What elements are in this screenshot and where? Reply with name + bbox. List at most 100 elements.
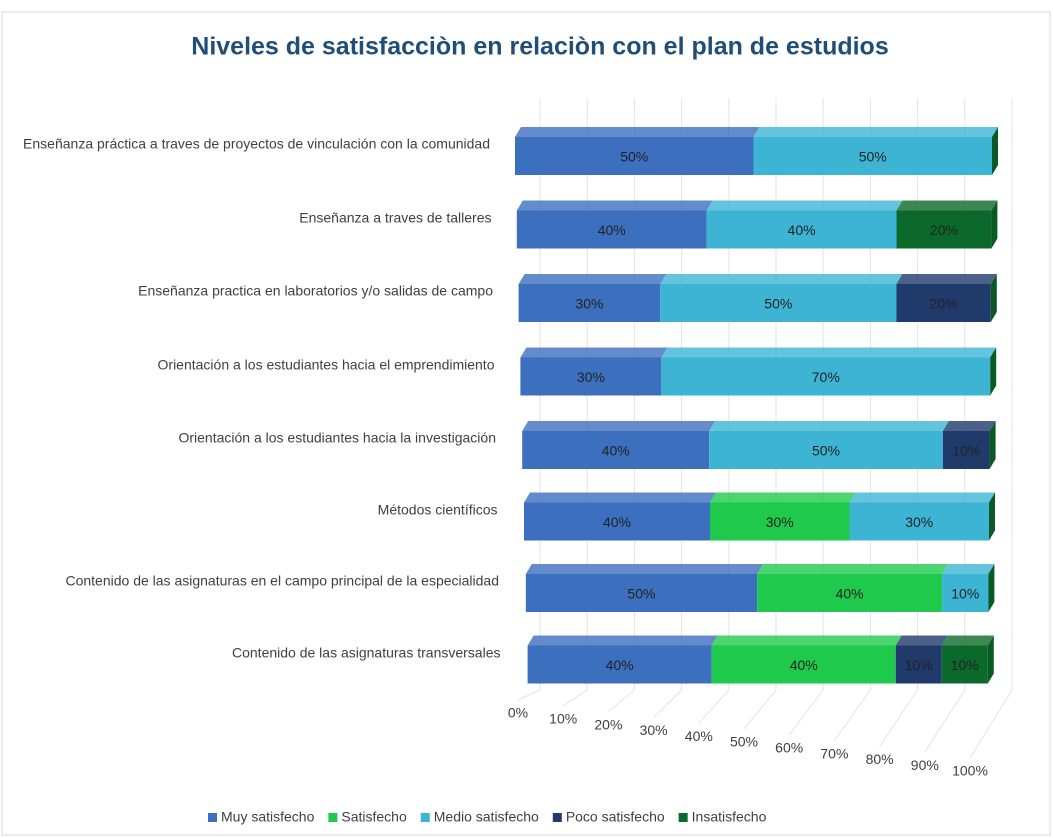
y-tick-label: Contenido de las asignaturas transversal… <box>232 644 501 660</box>
value-label: 40% <box>606 657 634 673</box>
grid-line <box>969 689 1013 759</box>
value-label: 30% <box>577 369 605 385</box>
legend-swatch <box>678 813 688 822</box>
bar <box>518 284 661 322</box>
bar-top <box>710 492 856 503</box>
bar <box>709 431 943 469</box>
bar <box>896 210 992 249</box>
legend-label: Poco satisfecho <box>566 809 665 825</box>
grid-line <box>788 689 824 736</box>
bar <box>661 357 991 396</box>
chart-title: Niveles de satisfacciòn en relaciòn con … <box>191 33 888 61</box>
bar-top <box>896 200 998 211</box>
bar-top <box>711 635 902 646</box>
bar-top <box>757 564 949 574</box>
bar-side <box>989 421 996 469</box>
bar <box>525 574 758 612</box>
bar-side <box>988 564 995 612</box>
bar-top <box>516 200 713 211</box>
value-label: 40% <box>598 222 626 238</box>
y-tick-label: Métodos científicos <box>377 501 498 517</box>
grid-line <box>562 689 588 707</box>
bar-top <box>518 274 667 284</box>
value-label: 10% <box>951 657 979 673</box>
value-label: 50% <box>620 149 648 165</box>
bar-side <box>989 492 995 541</box>
bar <box>753 137 992 175</box>
y-tick-label: Enseñanza práctica a traves de proyectos… <box>23 135 490 152</box>
bar-top <box>527 635 718 646</box>
value-label: 40% <box>603 514 631 530</box>
value-label: 40% <box>836 586 864 602</box>
x-tick-label: 100% <box>952 763 988 779</box>
legend-swatch <box>420 813 430 822</box>
value-label: 10% <box>952 443 980 459</box>
value-label: 40% <box>602 443 630 459</box>
value-label: 50% <box>627 586 655 602</box>
bar-top <box>895 635 948 646</box>
grid-line <box>608 689 635 712</box>
grid-line <box>879 689 919 747</box>
bar-top <box>515 127 760 137</box>
bar <box>706 210 897 249</box>
bar-top <box>709 421 949 431</box>
x-tick-label: 60% <box>775 740 803 756</box>
bar <box>942 431 990 469</box>
bar <box>515 137 754 175</box>
y-tick-label: Enseñanza a traves de talleres <box>299 209 492 225</box>
value-label: 50% <box>764 296 792 312</box>
bar-side <box>991 200 998 249</box>
value-label: 20% <box>930 296 958 312</box>
legend-label: Satisfecho <box>341 809 407 825</box>
legend-label: Muy satisfecho <box>221 809 315 825</box>
grid-line <box>833 689 871 741</box>
bar <box>660 284 897 322</box>
bar-top <box>522 421 716 431</box>
x-tick-label: 40% <box>685 728 713 744</box>
value-label: 50% <box>859 149 887 165</box>
bar <box>896 284 991 322</box>
bar <box>941 645 988 684</box>
value-label: 40% <box>788 222 816 238</box>
bar <box>757 574 943 612</box>
bar <box>710 502 850 541</box>
value-label: 30% <box>766 514 794 530</box>
y-tick-label: Orientación a los estudiantes hacia el e… <box>157 356 495 372</box>
x-tick-label: 10% <box>549 711 577 727</box>
bar-top <box>942 421 996 431</box>
legend-label: Medio satisfecho <box>434 809 539 825</box>
x-tick-label: 90% <box>911 757 939 773</box>
bar-top <box>706 200 903 211</box>
bar <box>516 210 707 249</box>
bar-top <box>849 492 995 503</box>
value-label: 20% <box>930 222 958 238</box>
grid-line <box>698 689 730 724</box>
bar-top <box>942 564 995 574</box>
y-tick-label: Orientación a los estudiantes hacia la i… <box>178 429 496 446</box>
x-tick-label: 30% <box>640 722 668 738</box>
value-label: 30% <box>575 296 603 312</box>
bar <box>711 645 896 684</box>
bar-top <box>660 274 903 284</box>
y-tick-label: Enseñanza practica en laboratorios y/o s… <box>138 282 493 299</box>
bar <box>527 645 712 684</box>
x-tick-label: 0% <box>508 705 528 721</box>
bar-side <box>990 347 997 396</box>
value-label: 40% <box>790 657 818 673</box>
grid-line <box>743 689 777 730</box>
bar <box>895 645 942 684</box>
bar <box>524 502 710 541</box>
bar <box>522 431 710 469</box>
bar-top <box>661 347 997 358</box>
bar-top <box>941 635 994 646</box>
bar-side <box>990 274 997 322</box>
bar-side <box>987 635 994 684</box>
y-tick-label: Contenido de las asignaturas en el campo… <box>65 572 499 589</box>
x-tick-label: 70% <box>820 745 848 761</box>
legend-swatch <box>328 813 338 822</box>
grid-line <box>653 689 682 718</box>
x-tick-label: 80% <box>866 751 894 767</box>
bar <box>520 357 662 396</box>
